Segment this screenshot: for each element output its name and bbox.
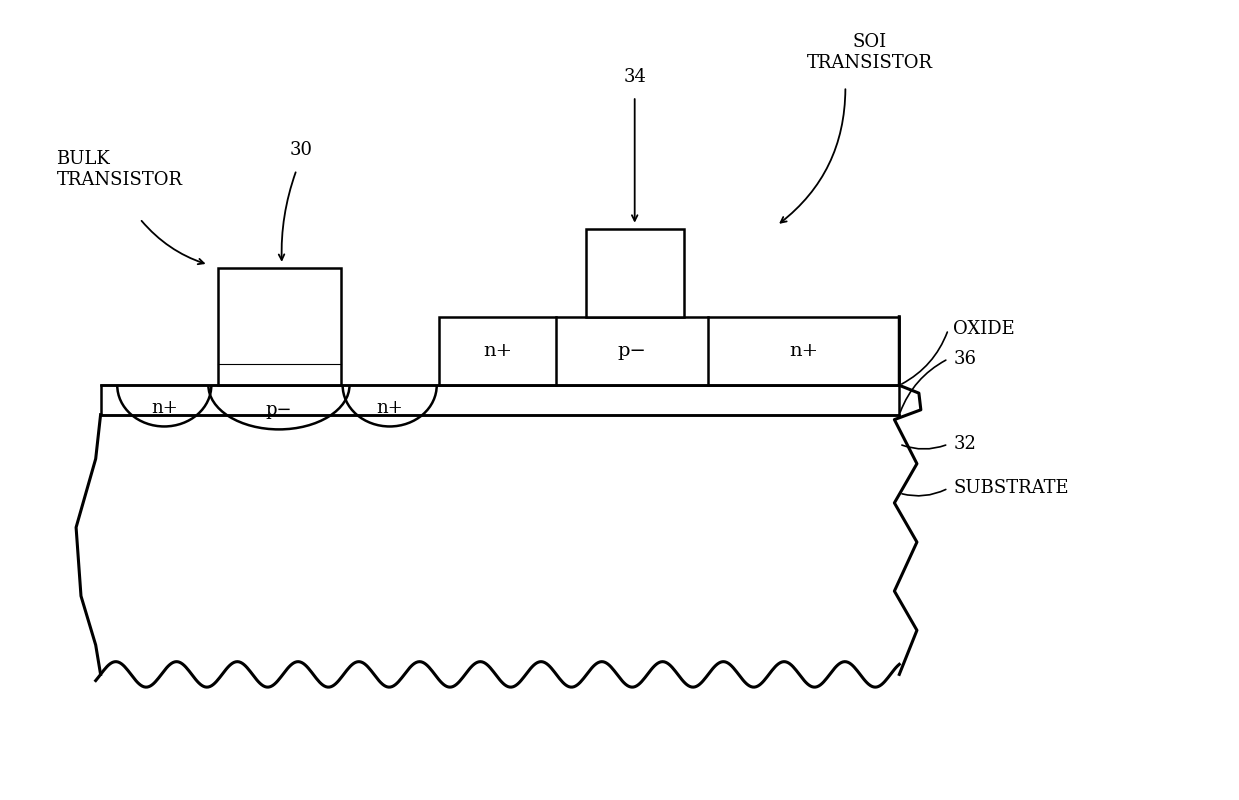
Bar	[218, 268, 341, 386]
Text: 30: 30	[290, 141, 313, 159]
Text: 36: 36	[953, 350, 976, 368]
Text: SUBSTRATE: SUBSTRATE	[953, 479, 1069, 497]
Text: p−: p−	[265, 401, 292, 418]
Text: n+: n+	[377, 399, 403, 417]
Bar	[586, 229, 684, 317]
Text: n+: n+	[151, 399, 177, 417]
Text: OXIDE: OXIDE	[953, 321, 1015, 338]
Text: 34: 34	[623, 68, 646, 86]
Bar	[100, 386, 900, 414]
Text: n+: n+	[483, 342, 512, 360]
Text: BULK
TRANSISTOR: BULK TRANSISTOR	[57, 150, 182, 189]
Text: 32: 32	[953, 435, 976, 453]
Bar	[439, 317, 900, 386]
Text: SOI
TRANSISTOR: SOI TRANSISTOR	[807, 33, 933, 71]
Text: p−: p−	[618, 342, 647, 360]
Text: n+: n+	[789, 342, 818, 360]
